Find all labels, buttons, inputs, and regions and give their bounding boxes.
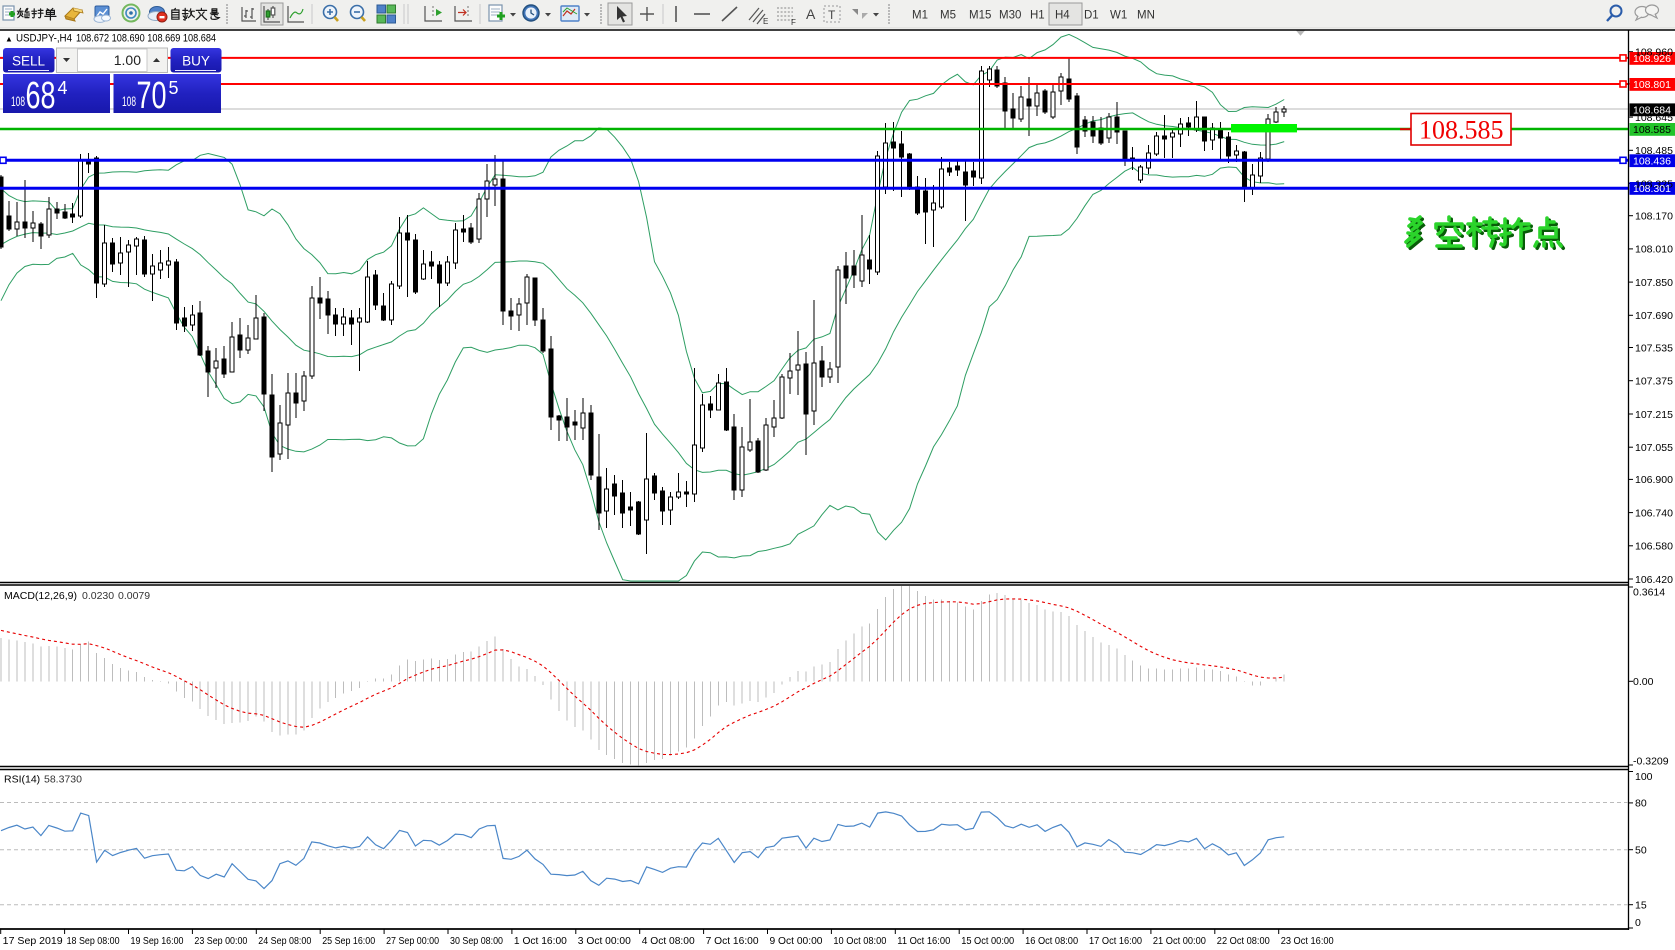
svg-text:15: 15 (1635, 900, 1647, 912)
svg-text:15 Oct 00:00: 15 Oct 00:00 (961, 935, 1014, 947)
svg-text:M5: M5 (940, 10, 956, 22)
svg-text:107.850: 107.850 (1635, 277, 1673, 289)
svg-text:30 Sep 08:00: 30 Sep 08:00 (450, 935, 503, 947)
svg-text:MACD(12,26,9): MACD(12,26,9) (4, 590, 77, 602)
svg-text:17 Sep 2019: 17 Sep 2019 (3, 935, 63, 947)
svg-text:0.00: 0.00 (1633, 676, 1654, 688)
svg-text:106.900: 106.900 (1635, 474, 1673, 486)
svg-text:0.0230: 0.0230 (82, 590, 114, 602)
svg-text:108.801: 108.801 (1633, 79, 1671, 91)
svg-text:58.3730: 58.3730 (44, 774, 82, 786)
svg-text:50: 50 (1635, 845, 1647, 857)
svg-text:0.0079: 0.0079 (118, 590, 150, 602)
svg-text:BUY: BUY (182, 54, 210, 69)
svg-text:RSI(14): RSI(14) (4, 774, 40, 786)
svg-text:107.055: 107.055 (1635, 442, 1673, 454)
svg-text:107.690: 107.690 (1635, 310, 1673, 322)
svg-text:108.684: 108.684 (1633, 105, 1671, 117)
svg-text:108.672 108.690 108.669 108.68: 108.672 108.690 108.669 108.684 (76, 33, 216, 45)
svg-text:4: 4 (58, 78, 68, 98)
svg-text:F: F (791, 18, 796, 27)
svg-text:108: 108 (122, 94, 136, 109)
svg-text:M1: M1 (912, 10, 928, 22)
svg-text:108.585: 108.585 (1419, 116, 1504, 145)
svg-text:106.420: 106.420 (1635, 574, 1673, 586)
svg-text:D1: D1 (1084, 10, 1099, 22)
svg-text:107.535: 107.535 (1635, 342, 1673, 354)
svg-text:E: E (763, 17, 768, 26)
svg-text:-0.3209: -0.3209 (1633, 755, 1669, 767)
svg-text:100: 100 (1635, 771, 1653, 783)
svg-text:18 Sep 08:00: 18 Sep 08:00 (67, 935, 120, 947)
svg-text:80: 80 (1635, 798, 1647, 810)
svg-text:19 Sep 16:00: 19 Sep 16:00 (131, 935, 184, 947)
svg-text:108: 108 (11, 94, 25, 109)
svg-text:107.375: 107.375 (1635, 376, 1673, 388)
svg-text:108.960: 108.960 (1635, 46, 1673, 58)
svg-text:108.436: 108.436 (1633, 156, 1671, 168)
svg-text:16 Oct 08:00: 16 Oct 08:00 (1025, 935, 1078, 947)
svg-text:MN: MN (1137, 10, 1155, 22)
svg-text:W1: W1 (1110, 10, 1127, 22)
svg-text:1.00: 1.00 (114, 52, 141, 68)
svg-text:1 Oct 16:00: 1 Oct 16:00 (514, 935, 567, 947)
svg-text:108.926: 108.926 (1633, 53, 1671, 65)
svg-text:H4: H4 (1055, 10, 1070, 22)
svg-text:108.585: 108.585 (1633, 124, 1671, 136)
svg-text:22 Oct 08:00: 22 Oct 08:00 (1217, 935, 1270, 947)
svg-text:H1: H1 (1030, 10, 1045, 22)
svg-text:M15: M15 (969, 10, 991, 22)
svg-text:SELL: SELL (12, 54, 46, 69)
svg-text:5: 5 (169, 78, 179, 98)
svg-text:T: T (828, 8, 836, 22)
svg-text:USDJPY-,H4: USDJPY-,H4 (16, 33, 72, 45)
svg-text:M30: M30 (999, 10, 1021, 22)
svg-text:108.645: 108.645 (1635, 112, 1673, 124)
svg-text:108.010: 108.010 (1635, 244, 1673, 256)
svg-text:23 Oct 16:00: 23 Oct 16:00 (1281, 935, 1334, 947)
svg-text:3 Oct 00:00: 3 Oct 00:00 (578, 935, 631, 947)
svg-text:23 Sep 00:00: 23 Sep 00:00 (194, 935, 247, 947)
svg-text:10 Oct 08:00: 10 Oct 08:00 (833, 935, 886, 947)
svg-text:70: 70 (137, 75, 167, 117)
svg-text:7 Oct 16:00: 7 Oct 16:00 (706, 935, 759, 947)
svg-text:▲: ▲ (5, 35, 13, 44)
svg-text:9 Oct 00:00: 9 Oct 00:00 (770, 935, 823, 947)
svg-text:68: 68 (26, 75, 56, 117)
svg-text:17 Oct 16:00: 17 Oct 16:00 (1089, 935, 1142, 947)
svg-text:0.3614: 0.3614 (1633, 586, 1665, 598)
svg-text:106.580: 106.580 (1635, 541, 1673, 553)
svg-text:108.485: 108.485 (1635, 145, 1673, 157)
svg-text:108.170: 108.170 (1635, 211, 1673, 223)
svg-text:11 Oct 16:00: 11 Oct 16:00 (897, 935, 950, 947)
svg-text:21 Oct 00:00: 21 Oct 00:00 (1153, 935, 1206, 947)
svg-text:27 Sep 00:00: 27 Sep 00:00 (386, 935, 439, 947)
svg-text:4 Oct 08:00: 4 Oct 08:00 (642, 935, 695, 947)
svg-text:A: A (806, 6, 816, 22)
svg-text:108.325: 108.325 (1635, 178, 1673, 190)
svg-text:108.301: 108.301 (1633, 183, 1671, 195)
svg-text:107.215: 107.215 (1635, 409, 1673, 421)
svg-text:0: 0 (1635, 917, 1641, 929)
svg-text:106.740: 106.740 (1635, 507, 1673, 519)
svg-text:24 Sep 08:00: 24 Sep 08:00 (258, 935, 311, 947)
svg-text:25 Sep 16:00: 25 Sep 16:00 (322, 935, 375, 947)
